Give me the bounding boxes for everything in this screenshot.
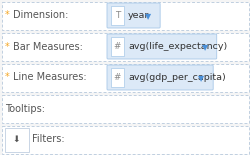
Text: T: T — [115, 11, 120, 20]
Text: Line Measures:: Line Measures: — [13, 73, 87, 82]
Text: *: * — [5, 11, 13, 20]
Text: Dimension:: Dimension: — [13, 11, 68, 20]
Text: *: * — [5, 42, 13, 51]
Text: Tooltips:: Tooltips: — [5, 104, 45, 113]
Bar — [0, 124, 250, 155]
Text: Bar Measures:: Bar Measures: — [13, 42, 83, 51]
FancyBboxPatch shape — [107, 3, 160, 28]
FancyBboxPatch shape — [4, 128, 28, 151]
Text: Filters:: Filters: — [32, 135, 64, 144]
Text: ▾: ▾ — [202, 40, 208, 53]
Text: *: * — [5, 73, 13, 82]
Text: #: # — [114, 73, 121, 82]
FancyBboxPatch shape — [2, 95, 248, 122]
Text: ⬇: ⬇ — [13, 135, 20, 144]
Text: ▾: ▾ — [145, 9, 151, 22]
Text: year: year — [128, 11, 150, 20]
FancyBboxPatch shape — [2, 64, 248, 91]
FancyBboxPatch shape — [111, 37, 124, 56]
Bar — [0, 62, 250, 93]
FancyBboxPatch shape — [2, 126, 248, 153]
Bar — [0, 0, 250, 31]
Text: ▾: ▾ — [198, 71, 204, 84]
FancyBboxPatch shape — [2, 33, 248, 60]
FancyBboxPatch shape — [107, 65, 213, 90]
Text: #: # — [114, 42, 121, 51]
FancyBboxPatch shape — [111, 6, 124, 25]
FancyBboxPatch shape — [2, 2, 248, 29]
Text: avg(gdp_per_capita): avg(gdp_per_capita) — [128, 73, 226, 82]
FancyBboxPatch shape — [111, 68, 124, 87]
Bar — [0, 93, 250, 124]
Bar — [0, 31, 250, 62]
FancyBboxPatch shape — [107, 34, 217, 59]
Text: avg(life_expectancy): avg(life_expectancy) — [128, 42, 227, 51]
